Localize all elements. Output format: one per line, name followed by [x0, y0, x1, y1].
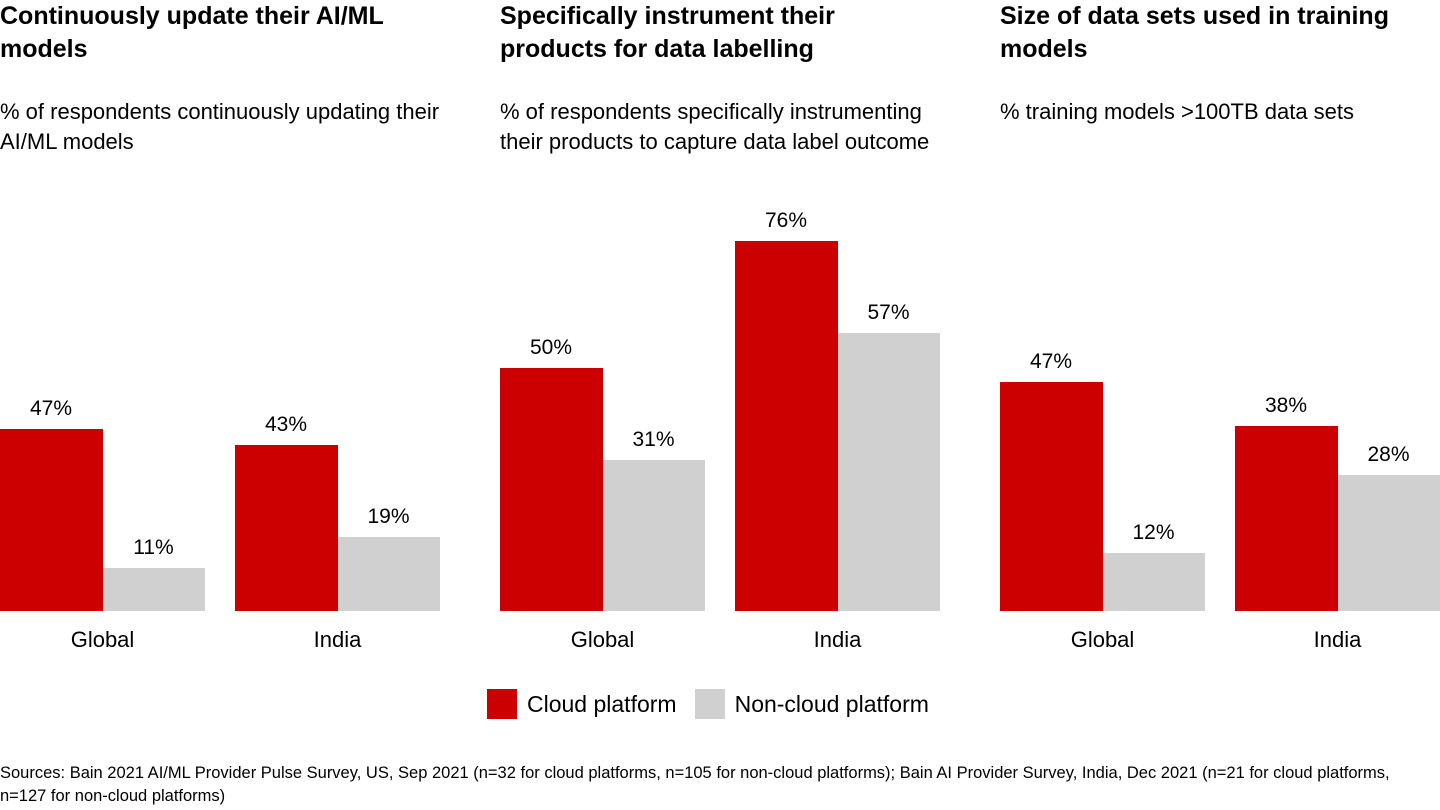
- legend: Cloud platform Non-cloud platform: [487, 689, 929, 719]
- legend-label-cloud: Cloud platform: [527, 690, 677, 717]
- category-label: Global: [70, 627, 135, 652]
- bar-global-cloud: [500, 367, 603, 611]
- bar-global-noncloud: [102, 568, 205, 611]
- category-label: India: [313, 627, 362, 652]
- panel-subtitle: % of respondents specifically instrument…: [500, 99, 930, 154]
- bar-india-noncloud: [837, 333, 940, 611]
- panel-title: Size of data sets used in training model…: [1000, 2, 1389, 63]
- data-label: 28%: [1367, 442, 1410, 466]
- data-label: 43%: [264, 412, 308, 436]
- category-label: India: [813, 627, 862, 652]
- data-label: 50%: [529, 335, 573, 359]
- panel-subtitle: % training models >100TB data sets: [1000, 99, 1355, 124]
- bar-india-cloud: [235, 444, 338, 611]
- data-label: 11%: [133, 536, 174, 560]
- panel-subtitle: % of respondents continuously updating t…: [0, 99, 440, 154]
- data-label: 38%: [1264, 393, 1308, 417]
- data-label: 76%: [764, 208, 808, 232]
- legend-swatch-noncloud: [694, 689, 725, 719]
- legend-swatch-cloud: [487, 689, 517, 719]
- data-label: 31%: [632, 428, 675, 452]
- data-label: 19%: [367, 505, 410, 529]
- category-label: Global: [1070, 627, 1135, 652]
- bar-global-noncloud: [1102, 552, 1205, 611]
- legend-label-noncloud: Non-cloud platform: [734, 690, 929, 717]
- panel-title: Specifically instrument their products f…: [500, 2, 835, 63]
- bar-global-cloud: [1000, 382, 1103, 611]
- data-label: 12%: [1132, 520, 1175, 544]
- bar-india-cloud: [735, 240, 838, 611]
- bar-global-noncloud: [602, 460, 705, 611]
- data-label: 47%: [1029, 350, 1073, 374]
- bar-india-cloud: [1235, 425, 1338, 611]
- bar-india-noncloud: [337, 537, 440, 611]
- data-label: 47%: [29, 397, 73, 421]
- category-label: Global: [570, 627, 635, 652]
- category-label: India: [1313, 627, 1362, 652]
- source-note: Sources: Bain 2021 AI/ML Provider Pulse …: [0, 764, 1390, 805]
- bar-india-noncloud: [1337, 474, 1440, 611]
- data-label: 57%: [867, 301, 910, 325]
- bar-global-cloud: [0, 429, 103, 611]
- panel-title: Continuously update their AI/ML models: [0, 2, 384, 63]
